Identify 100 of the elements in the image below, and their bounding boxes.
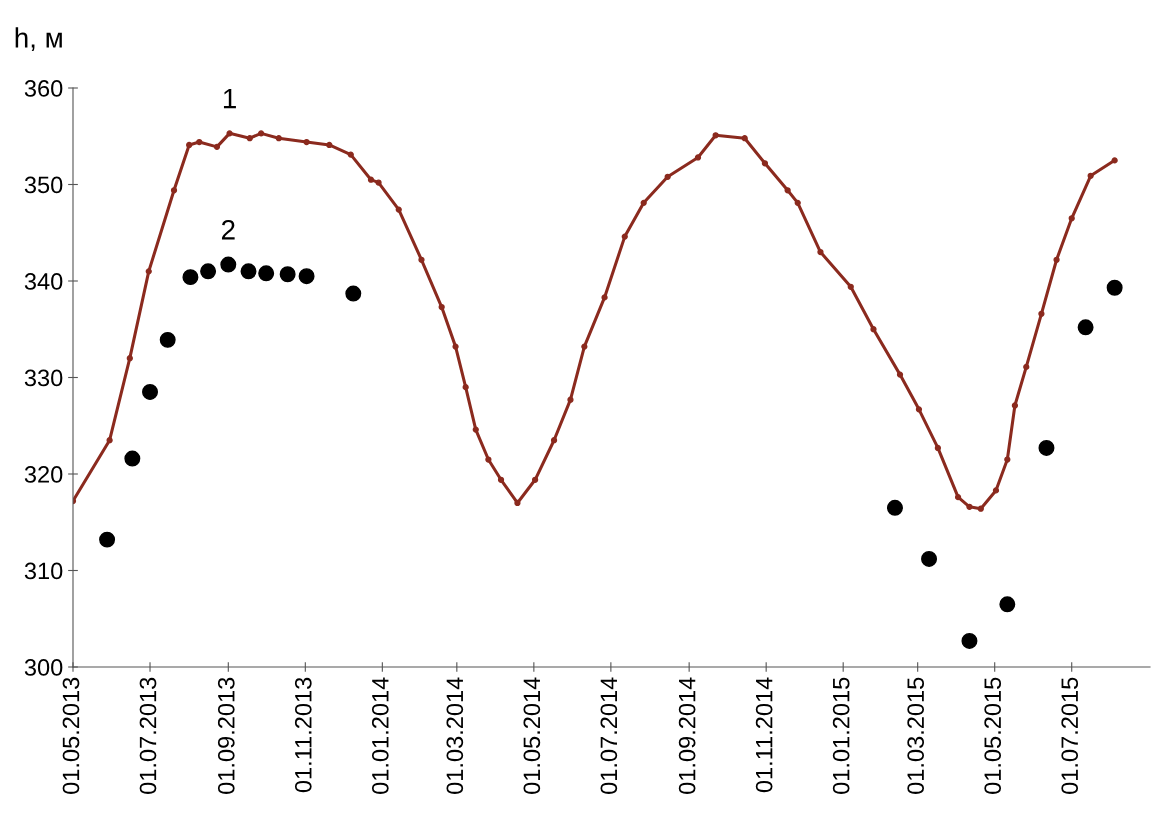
point bbox=[303, 138, 310, 146]
point bbox=[847, 283, 854, 290]
x-tick-label: 01.09.2014 bbox=[678, 677, 696, 794]
y-tick-label: 340 bbox=[24, 273, 63, 290]
point bbox=[581, 343, 588, 350]
x-tick-label: 01.01.2014 bbox=[371, 677, 389, 794]
x-tick-label: 01.05.2014 bbox=[523, 677, 541, 794]
point bbox=[514, 499, 521, 507]
x-tick-label: 01.07.2013 bbox=[139, 677, 157, 794]
point bbox=[1011, 402, 1019, 409]
point bbox=[226, 130, 233, 137]
x-tick-label: 01.03.2015 bbox=[907, 677, 925, 794]
point bbox=[497, 476, 505, 483]
point bbox=[258, 265, 275, 282]
y-tick-label: 300 bbox=[24, 659, 63, 676]
point bbox=[462, 384, 469, 391]
point bbox=[694, 154, 702, 161]
point bbox=[531, 476, 539, 483]
point bbox=[326, 141, 333, 149]
point bbox=[992, 487, 1000, 494]
point bbox=[106, 437, 113, 444]
point bbox=[870, 326, 877, 333]
point bbox=[1023, 363, 1030, 371]
x-tick-label: 01.03.2014 bbox=[446, 677, 464, 794]
point bbox=[200, 263, 217, 280]
point bbox=[126, 355, 133, 362]
point bbox=[275, 135, 282, 142]
point bbox=[621, 233, 628, 240]
x-tick-label: 01.05.2013 bbox=[62, 677, 80, 794]
x-tick-label: 01.11.2014 bbox=[755, 677, 773, 793]
point bbox=[601, 294, 608, 301]
y-tick-label: 320 bbox=[24, 466, 63, 483]
point bbox=[550, 437, 558, 444]
point bbox=[921, 550, 938, 567]
point bbox=[896, 371, 904, 378]
point bbox=[240, 263, 257, 280]
point bbox=[213, 143, 221, 150]
x-tick-label: 01.05.2015 bbox=[984, 677, 1002, 794]
point bbox=[1068, 215, 1075, 222]
point bbox=[712, 132, 719, 139]
point bbox=[196, 138, 203, 146]
point bbox=[159, 331, 176, 348]
point bbox=[375, 179, 382, 186]
point bbox=[999, 596, 1016, 613]
x-tick-label: 01.11.2013 bbox=[294, 677, 312, 793]
point bbox=[761, 160, 769, 167]
point bbox=[170, 187, 178, 194]
x-tick-label: 01.01.2015 bbox=[832, 677, 850, 794]
point bbox=[664, 173, 671, 180]
point bbox=[1087, 172, 1094, 179]
point bbox=[145, 268, 152, 275]
point bbox=[99, 531, 116, 548]
point bbox=[567, 396, 574, 403]
x-tick-label: 01.07.2015 bbox=[1061, 677, 1079, 794]
point bbox=[472, 426, 479, 433]
annotation: 2 bbox=[221, 219, 235, 240]
point bbox=[817, 248, 824, 256]
point bbox=[1004, 456, 1011, 463]
point bbox=[1077, 319, 1094, 336]
point bbox=[961, 632, 978, 649]
point bbox=[246, 135, 253, 142]
point bbox=[485, 456, 492, 463]
point bbox=[418, 256, 425, 263]
y-axis-title: h, м bbox=[15, 27, 62, 52]
x-tick-label: 01.07.2014 bbox=[600, 677, 618, 794]
point bbox=[298, 268, 315, 285]
point bbox=[395, 206, 402, 213]
point bbox=[1111, 157, 1118, 164]
point bbox=[124, 450, 141, 467]
point bbox=[438, 303, 445, 311]
annotation: 1 bbox=[223, 89, 236, 109]
y-tick-label: 310 bbox=[24, 562, 63, 580]
point bbox=[966, 503, 973, 510]
point bbox=[1038, 310, 1045, 317]
point bbox=[367, 176, 375, 183]
point bbox=[977, 505, 984, 512]
point bbox=[182, 269, 199, 286]
point bbox=[915, 406, 923, 413]
point bbox=[345, 285, 362, 302]
y-tick-label: 360 bbox=[24, 80, 63, 97]
y-tick-label: 350 bbox=[24, 176, 63, 194]
point bbox=[640, 199, 647, 206]
point bbox=[934, 444, 942, 452]
point bbox=[142, 383, 158, 400]
point bbox=[258, 130, 265, 137]
point bbox=[347, 151, 354, 158]
point bbox=[741, 135, 748, 142]
point bbox=[1106, 279, 1123, 296]
point bbox=[1038, 439, 1055, 456]
y-tick-label: 330 bbox=[24, 369, 63, 387]
point bbox=[1053, 256, 1060, 263]
point bbox=[220, 256, 237, 273]
point bbox=[452, 343, 459, 350]
x-tick-label: 01.09.2013 bbox=[217, 677, 235, 794]
point bbox=[186, 141, 193, 149]
point bbox=[794, 199, 801, 206]
point bbox=[784, 187, 791, 194]
point bbox=[954, 494, 962, 501]
point bbox=[279, 266, 296, 283]
point bbox=[886, 499, 903, 516]
